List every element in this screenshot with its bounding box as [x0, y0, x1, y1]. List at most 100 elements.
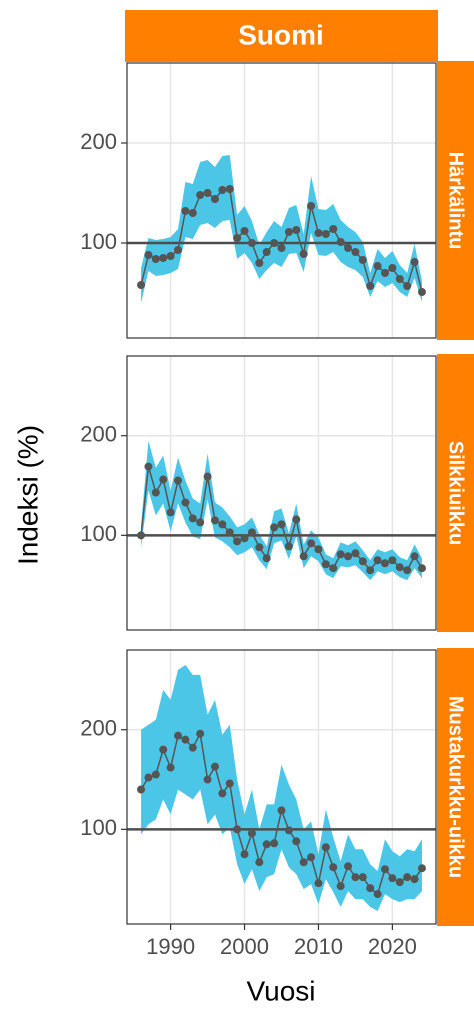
data-point [240, 534, 249, 543]
data-point [166, 252, 175, 260]
data-point [292, 515, 301, 524]
data-point [240, 227, 249, 235]
data-point [255, 858, 264, 867]
row-strip-title: Silkkiuikku [445, 441, 467, 546]
data-point [218, 520, 227, 529]
column-strip-title: Suomi [238, 19, 324, 50]
data-point [380, 559, 389, 568]
data-point [159, 475, 168, 484]
data-point [284, 228, 293, 236]
data-point [344, 862, 353, 871]
data-point [321, 843, 330, 852]
y-tick-label: 200 [80, 129, 117, 154]
data-point [144, 773, 153, 782]
data-point [299, 552, 308, 561]
data-point [159, 745, 168, 754]
data-point [181, 498, 190, 507]
y-tick-label: 100 [80, 229, 117, 254]
data-point [225, 185, 234, 193]
data-point [210, 762, 219, 771]
data-point [277, 806, 286, 815]
data-point [270, 523, 279, 532]
data-point [210, 195, 219, 203]
data-point [307, 853, 316, 862]
data-point [166, 508, 175, 517]
data-point [314, 545, 323, 554]
data-point [166, 763, 175, 772]
data-point [292, 226, 301, 234]
data-point [151, 770, 160, 779]
data-point [233, 825, 242, 834]
data-point [366, 884, 375, 893]
data-point [351, 873, 360, 882]
data-point [203, 472, 212, 481]
data-point [351, 248, 360, 256]
data-point [218, 789, 227, 798]
data-point [262, 248, 271, 256]
x-tick-label: 1990 [146, 934, 195, 959]
data-point [321, 230, 330, 238]
data-point [203, 775, 212, 784]
data-point [388, 874, 397, 883]
data-point [336, 882, 345, 891]
data-point [188, 743, 197, 752]
y-axis-label: Indeksi (%) [12, 425, 43, 565]
data-point [329, 225, 338, 233]
data-point [270, 239, 279, 247]
data-point [225, 528, 234, 537]
data-point [159, 254, 168, 262]
y-tick-label: 200 [80, 716, 117, 741]
data-point [277, 520, 286, 529]
data-point [144, 462, 153, 471]
data-point [262, 554, 271, 563]
confidence-band [141, 664, 422, 912]
data-point [373, 262, 382, 270]
data-point [174, 731, 183, 740]
data-point [188, 209, 197, 217]
data-point [247, 528, 256, 537]
data-point [329, 564, 338, 573]
data-point [174, 246, 183, 254]
data-point [196, 518, 205, 527]
data-point [299, 250, 308, 258]
data-point [314, 229, 323, 237]
data-point [255, 259, 264, 267]
data-point [380, 865, 389, 874]
panel-border [126, 62, 437, 339]
data-point [336, 238, 345, 246]
data-point [196, 191, 205, 199]
data-point [144, 251, 153, 259]
data-point [284, 542, 293, 551]
data-point [403, 566, 412, 575]
row-strip [437, 61, 474, 340]
data-point [395, 563, 404, 572]
data-point [188, 514, 197, 523]
panel-background [127, 63, 436, 338]
data-point [329, 863, 338, 872]
data-point [284, 826, 293, 835]
data-point [233, 537, 242, 546]
data-point [321, 560, 330, 569]
data-point [417, 564, 426, 573]
data-point [210, 516, 219, 525]
data-point [388, 556, 397, 565]
data-point [373, 890, 382, 899]
y-tick-label: 100 [80, 815, 117, 840]
data-point [307, 202, 316, 210]
data-point [174, 476, 183, 485]
data-point [358, 557, 367, 566]
data-point [366, 566, 375, 575]
data-point [344, 552, 353, 561]
data-point [137, 785, 146, 794]
data-point [403, 282, 412, 290]
data-point [403, 873, 412, 882]
data-point [351, 549, 360, 558]
data-point [292, 837, 301, 846]
data-point [196, 729, 205, 738]
data-point [262, 840, 271, 849]
x-tick-label: 2020 [368, 934, 417, 959]
data-point [270, 839, 279, 848]
data-point [358, 873, 367, 882]
x-tick-label: 2010 [294, 934, 343, 959]
